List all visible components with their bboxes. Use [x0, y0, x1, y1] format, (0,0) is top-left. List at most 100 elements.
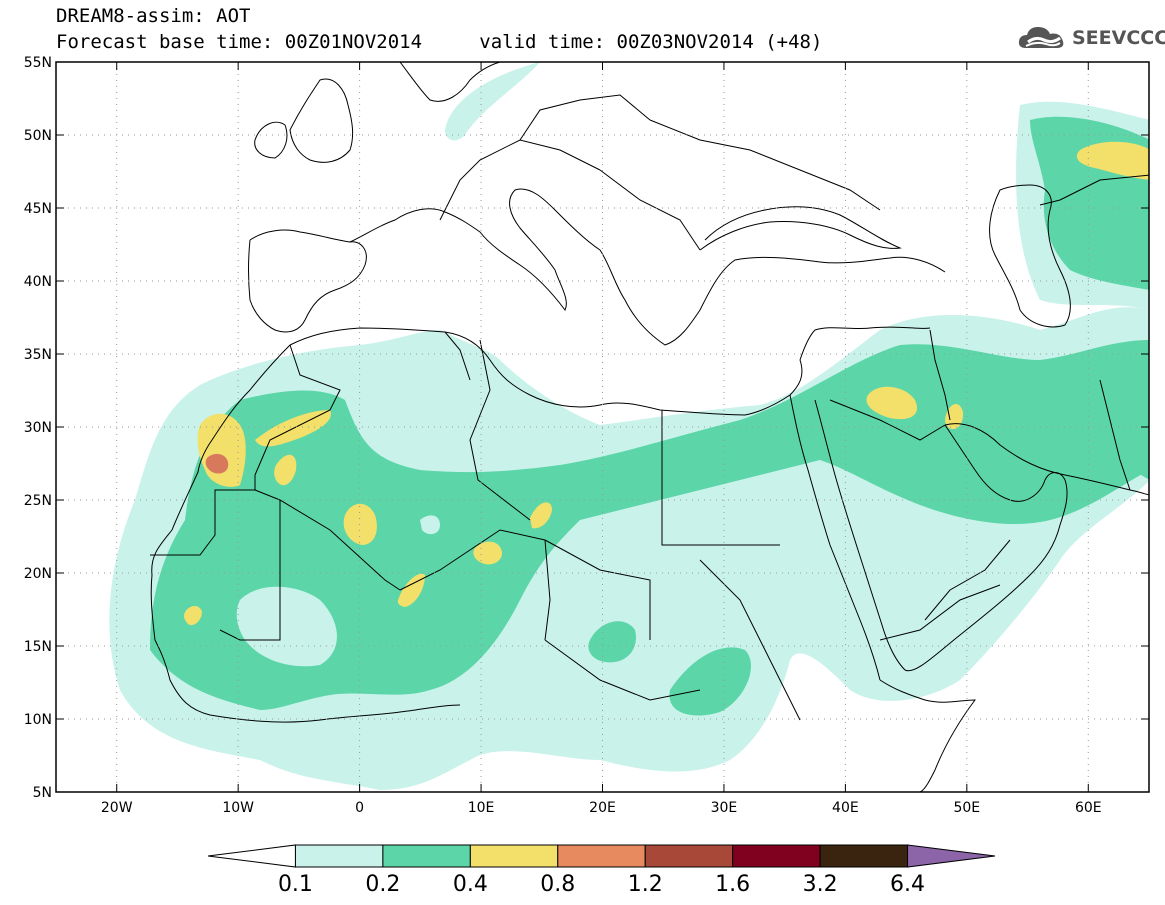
aot-contour-0.4-mali — [343, 503, 377, 545]
x-tick-label: 20E — [589, 800, 616, 816]
aot-field — [109, 62, 1149, 790]
colorbar: 0.1 0.2 0.4 0.8 1.2 1.6 3.2 6.4 — [207, 844, 996, 897]
aot-contour-0.4-nigeria — [397, 573, 425, 607]
y-tick-label: 35N — [24, 347, 52, 363]
colorbar-bin — [557, 844, 646, 868]
y-axis: 55N 50N 45N 40N 35N 30N 25N 20N 15N 10N 5N — [24, 55, 1149, 801]
coast-med-south — [289, 327, 803, 416]
border-algeria-mali — [254, 489, 401, 591]
border-turkmen — [1039, 174, 1149, 206]
border-algeria-tunisia — [444, 331, 471, 381]
coast-black-sea — [699, 206, 902, 251]
aot-contour-0.4-kuwait — [945, 404, 964, 430]
border-iraq-iran — [929, 329, 951, 421]
colorbar-bin — [207, 844, 296, 868]
valid-time-label: valid time: 00Z03NOV2014 (+48) — [479, 31, 823, 53]
coast-ireland — [254, 121, 288, 159]
colorbar-level-label: 0.2 — [365, 872, 400, 897]
x-tick-label: 60E — [1075, 800, 1102, 816]
x-tick-label: 10E — [468, 800, 495, 816]
coast-scandinavia — [399, 62, 501, 102]
aot-hole-2 — [420, 515, 440, 535]
colorbar-bin — [907, 844, 996, 868]
coast-horn-africa — [879, 679, 977, 792]
aot-contour-0.4-senegal — [184, 606, 202, 626]
base-time-label: Forecast base time: 00Z01NOV2014 — [56, 31, 423, 53]
colorbar-bin — [294, 844, 384, 868]
colorbar-bin — [644, 844, 734, 868]
coast-levant — [799, 326, 931, 361]
colorbar-level-label: 0.4 — [453, 872, 488, 897]
y-tick-label: 45N — [24, 201, 52, 217]
aot-contour-0.4-algeria-s — [274, 454, 297, 486]
border-libya-egypt — [661, 410, 780, 546]
colorbar-level-label: 1.6 — [715, 872, 750, 897]
seevccc-logo: SEEVCCC — [1016, 22, 1165, 54]
border-europe-2 — [519, 94, 651, 141]
border-europe-4 — [649, 119, 881, 211]
coast-nw-africa — [150, 344, 461, 723]
aot-contour-0.2 — [150, 340, 1149, 710]
y-tick-label: 55N — [24, 55, 52, 71]
border-mali-west — [219, 500, 281, 641]
map-title: DREAM8-assim: AOT — [56, 5, 251, 27]
aot-contour-0.4-caspian — [1076, 141, 1149, 180]
coast-gulf — [904, 424, 1068, 672]
aot-contour-0.1-north — [445, 62, 540, 141]
colorbar-bin — [382, 844, 471, 868]
colorbar-level-label: 6.4 — [890, 872, 925, 897]
colorbar-level-label: 1.2 — [628, 872, 663, 897]
aot-contour-0.4-iraq — [866, 386, 918, 420]
coast-caspian — [989, 184, 1071, 328]
y-tick-label: 15N — [24, 639, 52, 655]
border-libya-sudan — [544, 539, 651, 640]
colorbar-level-label: 0.1 — [278, 872, 313, 897]
aot-contour-0.2-sudan — [588, 621, 636, 663]
colorbar-bin — [819, 844, 909, 868]
x-tick-label: 0 — [355, 800, 364, 816]
border-chad — [544, 539, 551, 641]
border-saudi — [829, 399, 946, 441]
border-saudi-yemen — [879, 584, 1001, 641]
coast-iran — [944, 423, 1149, 496]
y-tick-label: 40N — [24, 274, 52, 290]
border-africa-east — [699, 559, 801, 721]
y-tick-label: 25N — [24, 493, 52, 509]
y-tick-label: 30N — [24, 420, 52, 436]
aot-contour-0.2-iran — [1096, 344, 1149, 480]
coast-red-sea-west — [789, 394, 881, 681]
forecast-times: Forecast base time: 00Z01NOV2014 valid t… — [56, 32, 822, 53]
x-tick-label: 40E — [832, 800, 859, 816]
coast-uk — [289, 78, 354, 163]
border-iran-east — [1099, 379, 1131, 491]
x-axis: 20W 10W 0 10E 20E 30E 40E 50E 60E — [101, 62, 1102, 816]
x-tick-label: 50E — [953, 800, 980, 816]
x-tick-label: 10W — [222, 800, 254, 816]
colorbar-level-label: 0.8 — [540, 872, 575, 897]
border-central-africa — [544, 639, 701, 701]
border-niger — [399, 529, 546, 591]
y-tick-label: 5N — [33, 785, 52, 801]
border-europe-3 — [599, 169, 701, 251]
aot-hole-1 — [236, 586, 337, 667]
coast-europe — [249, 188, 946, 346]
y-tick-label: 50N — [24, 128, 52, 144]
logo-text: SEEVCCC — [1072, 27, 1165, 49]
y-tick-label: 10N — [24, 712, 52, 728]
coastlines-and-borders — [150, 62, 1149, 792]
aot-contour-0.4-niger — [473, 541, 503, 565]
colorbar-bin — [732, 844, 821, 868]
cloud-icon — [1018, 27, 1064, 48]
coast-iberia — [248, 239, 367, 333]
border-saudi-rub — [924, 539, 1011, 621]
border-tunisia-libya — [469, 339, 531, 521]
aot-contour-0.8 — [205, 453, 229, 474]
aot-contour-0.4-chad — [530, 502, 552, 529]
aot-contour-0.2-east-africa — [669, 647, 751, 716]
border-algeria-morocco — [254, 344, 341, 476]
y-tick-label: 20N — [24, 566, 52, 582]
colorbar-level-label: 3.2 — [803, 872, 838, 897]
colorbar-bin — [469, 844, 559, 868]
x-tick-label: 30E — [711, 800, 738, 816]
